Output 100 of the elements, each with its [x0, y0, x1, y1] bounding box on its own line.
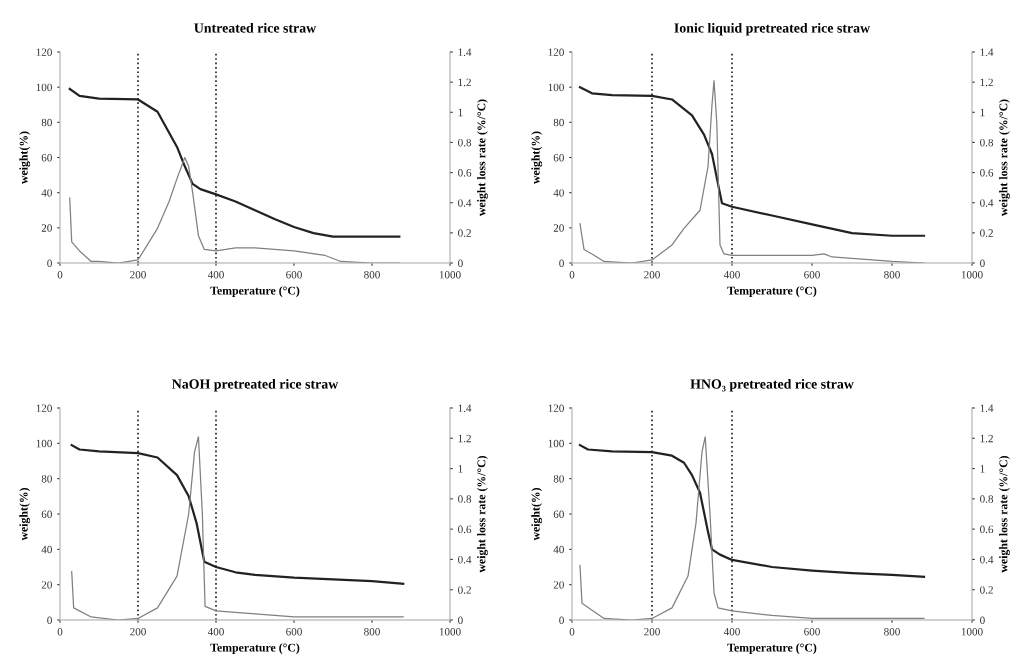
y2-tick-label: 0.8	[980, 138, 994, 147]
x-tick-label: 1000	[961, 270, 983, 279]
y2-tick-label: 0	[458, 616, 463, 624]
x-tick-label: 200	[644, 627, 660, 636]
y-tick-label: 0	[47, 259, 52, 267]
x-axis-title: Temperature (°C)	[727, 643, 817, 654]
y2-tick-label: 0.2	[980, 229, 993, 237]
y2-tick-label: 0.4	[980, 555, 994, 564]
x-tick-label: 600	[286, 627, 302, 636]
y-tick-label: 120	[548, 48, 564, 56]
y-tick-label: 20	[553, 224, 564, 232]
x-tick-label: 0	[569, 270, 575, 279]
y2-tick-label: 1.4	[980, 404, 994, 413]
x-tick-label: 1000	[439, 270, 461, 279]
y2-axis-title: weight loss rate (%/°C)	[999, 99, 1010, 217]
y2-tick-label: 0.6	[980, 525, 994, 534]
y2-tick-label: 0.4	[458, 199, 472, 207]
y2-tick-label: 0.6	[980, 169, 994, 177]
y2-tick-label: 0.4	[980, 199, 994, 207]
y2-tick-label: 0.2	[458, 586, 471, 594]
x-tick-label: 800	[364, 270, 380, 279]
line-series	[71, 436, 404, 620]
x-tick-label: 600	[804, 627, 820, 636]
y2-axis-title: weight loss rate (%/°C)	[477, 455, 488, 573]
y-tick-label: 0	[559, 616, 564, 624]
y-tick-label: 100	[548, 83, 564, 92]
y-tick-label: 20	[41, 224, 52, 232]
y-tick-label: 60	[553, 153, 564, 162]
y-axis-title: weight(%)	[19, 131, 31, 185]
y-tick-label: 40	[41, 545, 52, 554]
x-tick-label: 400	[723, 270, 740, 279]
x-tick-label: 0	[57, 627, 63, 636]
y-tick-label: 80	[553, 118, 564, 127]
x-tick-label: 800	[364, 627, 380, 636]
x-tick-label: 800	[884, 627, 900, 636]
y-tick-label: 100	[548, 439, 564, 448]
y-tick-label: 40	[553, 545, 564, 554]
x-tick-label: 200	[130, 270, 146, 279]
y-tick-label: 100	[36, 439, 52, 448]
y2-tick-label: 1.4	[458, 404, 472, 413]
x-tick-label: 0	[569, 627, 575, 636]
y-tick-label: 80	[553, 475, 564, 483]
x-axis-title: Temperature (°C)	[210, 643, 300, 654]
y2-tick-label: 1	[458, 465, 463, 473]
chart-title: Untreated rice straw	[194, 22, 317, 33]
chart-title: NaOH pretreated rice straw	[172, 378, 339, 392]
y2-tick-label: 0.2	[458, 229, 471, 237]
x-tick-label: 400	[207, 627, 224, 636]
chart-title: Ionic liquid pretreated rice straw	[674, 22, 871, 36]
y-tick-label: 120	[36, 48, 52, 56]
y2-tick-label: 1.2	[458, 78, 471, 87]
y-axis-title: weight(%)	[531, 487, 543, 541]
y-tick-label: 120	[548, 404, 564, 412]
x-tick-label: 1000	[961, 627, 983, 636]
chart-title: HNO₃ pretreated rice straw	[690, 378, 854, 392]
y2-axis-title: weight loss rate (%/°C)	[477, 99, 488, 217]
x-axis-title: Temperature (°C)	[727, 286, 817, 297]
x-tick-label: 1000	[439, 627, 461, 636]
y2-axis-title: weight loss rate (%/°C)	[999, 455, 1010, 573]
y2-tick-label: 1	[980, 108, 985, 117]
y-tick-label: 20	[553, 581, 564, 589]
y2-tick-label: 0.6	[458, 525, 472, 534]
y-tick-label: 60	[41, 510, 52, 518]
x-tick-label: 200	[644, 270, 660, 279]
y2-tick-label: 1.4	[458, 48, 472, 57]
y-tick-label: 100	[36, 83, 52, 92]
x-tick-label: 200	[130, 627, 146, 636]
x-axis-title: Temperature (°C)	[210, 286, 300, 297]
line-series	[579, 436, 925, 620]
y2-tick-label: 0.2	[980, 586, 993, 594]
y2-tick-label: 0	[980, 259, 985, 267]
x-tick-label: 600	[804, 270, 820, 279]
x-tick-label: 800	[884, 270, 900, 279]
y-axis-title: weight(%)	[531, 131, 543, 185]
y2-tick-label: 1.2	[458, 434, 471, 443]
y-tick-label: 80	[41, 118, 52, 127]
y-tick-label: 0	[559, 259, 564, 267]
y2-tick-label: 0	[458, 259, 463, 267]
y-tick-label: 20	[41, 581, 52, 589]
y-tick-label: 120	[36, 404, 52, 412]
y-tick-label: 60	[553, 510, 564, 518]
y2-tick-label: 0.8	[458, 495, 472, 503]
y-tick-label: 40	[41, 189, 52, 197]
y2-tick-label: 1.4	[980, 48, 994, 57]
y-tick-label: 80	[41, 475, 52, 483]
x-tick-label: 400	[723, 627, 740, 636]
x-tick-label: 400	[207, 270, 224, 279]
y2-tick-label: 1	[980, 465, 985, 473]
y2-tick-label: 0.8	[980, 495, 994, 503]
x-tick-label: 0	[57, 270, 63, 279]
y2-tick-label: 0.8	[458, 138, 472, 147]
y2-tick-label: 0.6	[458, 169, 472, 177]
x-tick-label: 600	[286, 270, 302, 279]
y2-tick-label: 0	[980, 616, 985, 624]
y2-tick-label: 0.4	[458, 555, 472, 564]
y2-tick-label: 1	[458, 108, 463, 117]
y-axis-title: weight(%)	[19, 487, 31, 541]
y-tick-label: 60	[41, 153, 52, 162]
y-tick-label: 0	[47, 616, 52, 624]
y-tick-label: 40	[553, 189, 564, 197]
